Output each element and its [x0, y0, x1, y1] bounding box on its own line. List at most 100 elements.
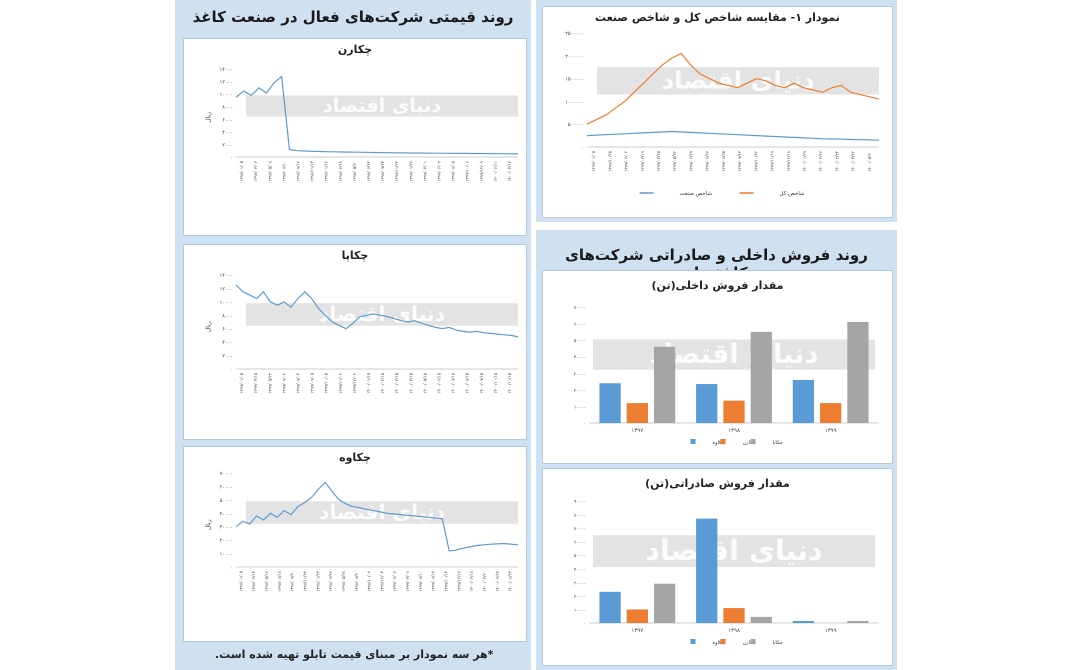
y-tick-label: ۶۰۰۰۰ — [220, 484, 233, 490]
x-tick-label: ۱۳۹۷/۱۱/۲۲ — [303, 570, 308, 592]
watermark-text: دنیای اقتصاد — [319, 302, 445, 326]
chart-title: نمودار ۱- مقایسه شاخص کل و شاخص صنعت — [595, 11, 840, 24]
y-tick-label: ۰ — [230, 565, 233, 571]
x-tick-label: ۱۳۹۸/۰۱/۲۴ — [315, 571, 320, 592]
right-bottom-panel: روند فروش داخلی و صادراتی شرکت‌های کاغذس… — [536, 230, 897, 670]
left-panel-title: روند قیمتی شرکت‌های فعال در صنعت کاغذ — [192, 8, 514, 26]
chart-card-chekave: چکاوه دنیای اقتصاد ۰ ۱۰۰۰۰ ۲۰۰۰۰ ۳۰۰۰۰ ۴۰۰۰۰ ۵… — [183, 446, 527, 642]
x-tick-label: ۱۴۰۰/۰۲/۱۸ — [469, 570, 474, 592]
legend-label: چکاپا — [773, 640, 783, 646]
y-tick-label: ۰ — [581, 145, 584, 151]
x-tick-label: ۱۳۹۸/۰۷/۳۰ — [354, 571, 359, 592]
left-panel: روند قیمتی شرکت‌های فعال در صنعت کاغذ چک… — [175, 0, 531, 670]
y-tick-label: ۲۰۰۰ — [222, 142, 233, 148]
y-tick-label: ۷۰۰۰۰ — [220, 471, 233, 477]
x-tick-label: ۱۳۹۹/۰۱/۲۸ — [408, 160, 413, 182]
x-tick-label: ۱۳۹۹/۱۱/۱۹ — [770, 150, 775, 172]
y-tick-label: ۶۰۰۰ — [222, 327, 233, 333]
x-tick-label: ۱۳۹۹/۱۲/۰۶ — [352, 373, 357, 394]
y-tick-label: ۱۰۰۰۰ — [574, 608, 586, 613]
x-tick-label: ۱۴۰۰/۰۶/۲۲ — [495, 570, 500, 592]
legend-swatch — [750, 639, 756, 644]
x-tick-label: ۱۳۹۹/۰۴/۲۵ — [656, 150, 661, 172]
x-tick-label: ۱۴۰۰/۰۵/۲۰ — [867, 151, 872, 172]
bar — [847, 620, 869, 623]
y-tick-label: ۴۰۰۰ — [222, 340, 233, 346]
bar — [626, 403, 648, 423]
y-tick-label: ۸۰۰۰ — [222, 313, 233, 319]
x-tick-label: ۱۴۰۰/۱۰/۱۵ — [493, 372, 498, 394]
line-chart-chekapa: دنیای اقتصاد ۰ ۲۰۰۰ ۴۰۰۰ ۶۰۰۰ ۸۰۰۰ ۱۰۰۰۰ ۱۲۰۰۰ ۱… — [205, 273, 519, 394]
x-tick-label: ۱۴۰۰/۰۲/۲۷ — [818, 150, 823, 172]
chart-card-chekaran: چکارن دنیای اقتصاد ۰ ۲۰۰۰ ۴۰۰۰ ۶۰۰۰ ۸۰۰۰ ۱۰۰۰۰… — [183, 38, 527, 236]
y-tick-label: ۳۰۰۰۰ — [574, 580, 586, 586]
watermark-band — [246, 95, 518, 117]
x-tick-label: ۱۴۰۰/۰۸/۲۴ — [508, 571, 513, 592]
y-tick-label: ۳۰۰۰۰ — [220, 525, 233, 531]
x-tick-label: ۱۳۹۹/۰۴/۰۱ — [422, 161, 427, 182]
bar — [847, 321, 869, 423]
bar-chart-domestic: دنیای اقتصاد ۰ ۱۰۰۰۰ ۲۰۰۰۰ ۳۰۰۰۰ ۴۰۰۰۰ ۵۰۰۰۰ ۶۰… — [574, 306, 879, 446]
x-tick-label: ۱۳۹۹/۰۴/۱۵ — [253, 372, 258, 394]
x-tick-label: ۱۴۰۰/۰۲/۱۵ — [380, 372, 385, 394]
legend-label: شاخص صنعت — [680, 191, 713, 197]
x-tick-label: ۱۳۹۸/۱۲/۰۴ — [379, 571, 384, 592]
x-tick-label: ۱۳۹۸ — [728, 428, 740, 434]
legend-swatch — [750, 439, 756, 444]
y-tick-label: ۱۰۰۰۰ — [220, 300, 233, 306]
y-tick-label: ۰ — [230, 155, 233, 161]
x-tick-label: ۱۴۰۰/۰۳/۲۴ — [834, 151, 839, 172]
y-tick-label: ۲۰۰۰ — [222, 354, 233, 360]
x-tick-label: ۱۳۹۸/۰۵/۲۰ — [352, 161, 357, 182]
y-tick-label: ۲۰۰۰۰۰۰ — [565, 54, 584, 60]
x-tick-label: ۱۳۹۸/۰۷/۲۲ — [366, 160, 371, 182]
y-tick-label: ۲۰۰۰۰ — [220, 538, 233, 544]
bar — [750, 616, 772, 623]
x-tick-label: ۱۳۹۸/۰۵/۲۸ — [341, 570, 346, 592]
y-tick-label: ۹۰۰۰۰ — [574, 500, 586, 505]
x-tick-label: ۱۴۰۰/۰۱/۲۹ — [802, 150, 807, 172]
x-tick-label: ۱۳۹۹/۰۳/۱۹ — [640, 150, 645, 172]
legend-label: شاخص کل — [780, 190, 805, 197]
y-tick-label: ۵۰۰۰۰۰ — [568, 122, 584, 128]
line-chart-chekaran: دنیای اقتصاد ۰ ۲۰۰۰ ۴۰۰۰ ۶۰۰۰ ۸۰۰۰ ۱۰۰۰۰ ۱۲۰۰۰ ۱… — [205, 67, 519, 182]
x-tick-label: ۱۳۹۷/۰۹/۱۲ — [295, 160, 300, 182]
watermark-text: دنیای اقتصاد — [662, 66, 815, 95]
y-tick-label: ۱۰۰۰۰ — [574, 405, 586, 410]
x-tick-label: ۱۴۰۰/۰۹/۱۵ — [479, 372, 484, 394]
y-tick-label: ۱۰۰۰۰۰۰ — [565, 99, 584, 105]
footnote: *هر سه نمودار بر مبنای قیمت تابلو تهیه ش… — [215, 648, 494, 661]
x-tick-label: ۱۳۹۸/۱۱/۲۶ — [394, 161, 399, 182]
legend-label: چکاپا — [773, 440, 783, 446]
x-tick-label: ۱۴۰۰/۰۴/۲۰ — [482, 571, 487, 592]
bar — [820, 403, 842, 423]
y-tick-label: ۱۰۰۰۰ — [220, 92, 233, 98]
legend-swatch — [720, 639, 726, 644]
chart-card-export: مقدار فروش صادراتی(تن) دنیای اقتصاد ۰ ۱۰۰۰… — [542, 468, 893, 666]
x-tick-label: ۱۳۹۹/۰۸/۰۴ — [295, 373, 300, 394]
x-tick-label: ۱۴۰۰/۰۵/۱۵ — [422, 372, 427, 394]
x-tick-label: ۱۳۹۹/۱۰/۲۲ — [753, 150, 758, 172]
legend-label: چکارن — [743, 640, 756, 646]
y-tick-label: ۰ — [230, 367, 233, 373]
y-tick-label: ۳۰۰۰۰ — [574, 371, 586, 377]
y-tick-label: ۴۰۰۰ — [222, 130, 233, 136]
x-tick-label: ۱۴۰۰/۰۸/۱۵ — [465, 372, 470, 394]
x-tick-label: ۱۳۹۹/۰۵/۲۲ — [672, 150, 677, 172]
chart-title: چکارن — [337, 43, 373, 56]
series-line — [586, 130, 880, 141]
y-tick-label: ۷۰۰۰۰ — [574, 527, 586, 532]
x-tick-label: ۱۳۹۷/۰۳/۰۶ — [253, 161, 258, 182]
y-tick-label: ۷۰۰۰۰ — [574, 306, 586, 311]
legend-swatch — [690, 439, 696, 444]
bar-chart-export: دنیای اقتصاد ۰ ۱۰۰۰۰ ۲۰۰۰۰ ۳۰۰۰۰ ۴۰۰۰۰ ۵۰۰۰۰ ۶۰… — [574, 500, 879, 646]
y-tick-label: ۰ — [584, 422, 586, 427]
x-tick-label: ۱۳۹۹/۰۹/۲۳ — [737, 150, 742, 172]
x-tick-label: ۱۳۹۸/۰۱/۰۵ — [591, 150, 596, 172]
watermark-text: دنیای اقتصاد — [645, 534, 822, 567]
watermark-text: دنیای اقتصاد — [323, 95, 441, 117]
x-tick-label: ۱۳۹۸/۱۰/۲۵ — [607, 150, 612, 172]
chart-card-chekapa: چکاپا دنیای اقتصاد ۰ ۲۰۰۰ ۴۰۰۰ ۶۰۰۰ ۸۰۰۰ ۱۰۰۰۰… — [183, 244, 527, 440]
x-tick-label: ۱۳۹۹/۰۲/۰۲ — [624, 150, 629, 172]
x-tick-label: ۱۳۹۷ — [631, 428, 643, 434]
